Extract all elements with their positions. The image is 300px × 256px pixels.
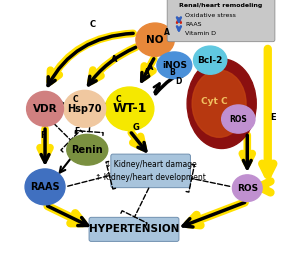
Text: C: C (89, 20, 95, 29)
Text: HYPERTENSION: HYPERTENSION (89, 224, 179, 234)
Text: Bcl-2: Bcl-2 (197, 56, 223, 65)
Text: ↑ Kidney/heart development: ↑ Kidney/heart development (95, 173, 206, 182)
Text: WT-1: WT-1 (112, 102, 147, 115)
Ellipse shape (157, 52, 192, 79)
Text: E: E (270, 113, 276, 122)
Ellipse shape (64, 90, 106, 127)
Text: VDR: VDR (33, 104, 57, 114)
Text: F: F (40, 131, 45, 140)
Ellipse shape (25, 169, 65, 205)
Text: RAAS: RAAS (30, 182, 60, 192)
Ellipse shape (105, 87, 154, 131)
Text: A: A (147, 63, 153, 72)
Ellipse shape (222, 105, 255, 133)
Text: D: D (176, 77, 182, 86)
Text: NO: NO (146, 35, 164, 45)
Text: A: A (111, 55, 117, 64)
Text: B: B (169, 68, 175, 77)
Text: ↓ Kidney/heart damage: ↓ Kidney/heart damage (105, 161, 196, 169)
Ellipse shape (194, 46, 227, 74)
Ellipse shape (192, 70, 246, 137)
Ellipse shape (67, 134, 108, 165)
Text: Cyt C: Cyt C (201, 97, 227, 106)
Text: A: A (144, 68, 149, 77)
Ellipse shape (136, 23, 174, 56)
Ellipse shape (187, 59, 256, 148)
Text: iNOS: iNOS (162, 61, 187, 70)
Text: F: F (74, 127, 80, 136)
Ellipse shape (232, 175, 262, 201)
Ellipse shape (27, 91, 64, 126)
Text: Renin: Renin (71, 145, 103, 155)
Text: Hsp70: Hsp70 (68, 104, 102, 114)
Text: C: C (73, 95, 79, 104)
FancyBboxPatch shape (111, 154, 190, 188)
Text: A: A (164, 28, 170, 37)
Text: Oxidative stress: Oxidative stress (185, 13, 236, 18)
FancyBboxPatch shape (89, 217, 179, 241)
Text: ROS: ROS (237, 184, 258, 193)
FancyBboxPatch shape (167, 0, 275, 42)
Text: C: C (115, 95, 121, 104)
Text: Vitamin D: Vitamin D (185, 31, 216, 36)
Text: RAAS: RAAS (185, 22, 202, 27)
Text: Renal/heart remodeling: Renal/heart remodeling (179, 3, 263, 8)
Text: ROS: ROS (230, 114, 247, 124)
Text: G: G (133, 123, 140, 132)
